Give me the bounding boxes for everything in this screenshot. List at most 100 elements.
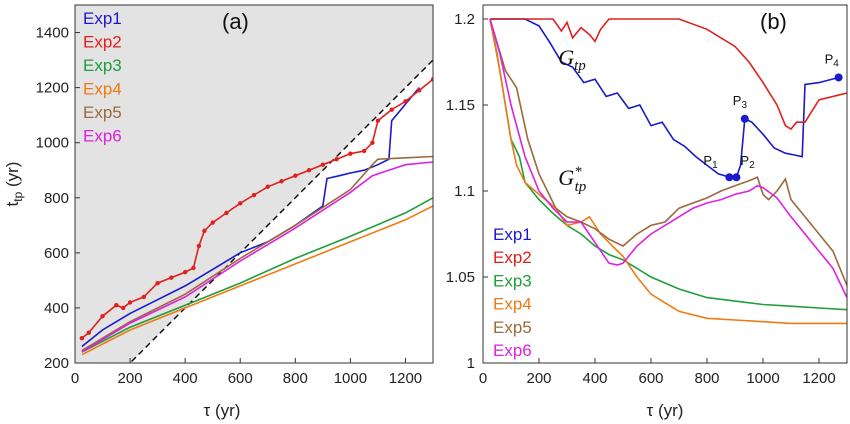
a-exp2-point bbox=[361, 148, 367, 154]
b-legend-exp4: Exp4 bbox=[493, 295, 532, 314]
a-exp2-point bbox=[79, 336, 85, 341]
b-x-tick-label: 200 bbox=[526, 370, 551, 387]
a-y-ticks: 200 400 600 800 1000 1200 1400 bbox=[36, 25, 80, 372]
b-x-tick-label: 1000 bbox=[746, 370, 779, 387]
a-exp2-point bbox=[169, 275, 174, 280]
a-legend-exp4: Exp4 bbox=[83, 80, 122, 99]
b-series-exp4 bbox=[489, 18, 847, 325]
b-annotation-gtp: Gtp bbox=[558, 45, 586, 74]
a-exp2-point bbox=[120, 305, 126, 311]
a-exp2-point bbox=[430, 77, 433, 82]
b-panel-label: (b) bbox=[760, 9, 787, 34]
a-exp2-point bbox=[196, 243, 202, 249]
b-point-label-sub: 2 bbox=[749, 160, 755, 171]
b-point-label: P2 bbox=[740, 153, 755, 171]
a-exp2-point bbox=[155, 280, 160, 286]
a-exp2-point bbox=[334, 157, 339, 162]
a-exp2-point bbox=[191, 265, 196, 271]
a-y-axis-label: ttp (yr) bbox=[3, 162, 25, 207]
a-x-tick-label: 800 bbox=[283, 370, 308, 387]
b-point-label: P4 bbox=[825, 51, 840, 69]
b-point-label-main: P bbox=[733, 93, 742, 108]
a-series-exp6 bbox=[81, 161, 433, 353]
a-x-ticks: 0 200 400 600 800 1000 1200 bbox=[71, 358, 422, 387]
a-reference-line bbox=[129, 59, 433, 363]
a-x-tick-label: 0 bbox=[71, 370, 79, 387]
a-legend-exp6: Exp6 bbox=[83, 127, 122, 146]
b-series-exp3 bbox=[489, 18, 847, 311]
a-exp2-point bbox=[417, 88, 422, 93]
b-x-tick-label: 0 bbox=[479, 370, 487, 387]
b-point-label-main: P bbox=[825, 51, 834, 66]
a-legend-exp1: Exp1 bbox=[83, 9, 122, 28]
b-y-ticks: 1 1.05 1.1 1.15 1.2 bbox=[446, 11, 488, 372]
b-annotation-sub: tp bbox=[574, 58, 586, 74]
b-point-p1 bbox=[725, 173, 734, 182]
b-legend: Exp1 Exp2 Exp3 Exp4 Exp5 Exp6 bbox=[493, 225, 532, 360]
a-exp2-point bbox=[238, 201, 243, 206]
b-series-exp2 bbox=[490, 18, 847, 131]
a-y-axis-label-unit: (yr) bbox=[3, 162, 22, 192]
a-series-exp5 bbox=[81, 155, 433, 352]
a-exp2-point bbox=[202, 228, 207, 234]
b-y-tick-label: 1 bbox=[467, 355, 475, 372]
a-panel-label: (a) bbox=[222, 9, 249, 34]
a-exp2-point bbox=[320, 162, 326, 167]
a-exp2-point bbox=[86, 330, 91, 335]
b-y-tick-label: 1.15 bbox=[446, 97, 475, 114]
a-exp2-point bbox=[224, 210, 229, 216]
b-x-axis-label: τ (yr) bbox=[647, 401, 684, 420]
panel-a: 0 200 400 600 800 1000 1200 200400600800100012… bbox=[3, 4, 434, 420]
a-legend-exp2: Exp2 bbox=[83, 33, 122, 52]
a-y-tick-label: 800 bbox=[44, 190, 69, 207]
a-x-tick-label: 1200 bbox=[389, 370, 422, 387]
a-exp2-point bbox=[293, 173, 298, 178]
a-exp2-point bbox=[375, 118, 381, 123]
b-annotation-main: G bbox=[558, 45, 574, 70]
a-y-axis-label-sub: tp bbox=[11, 191, 25, 201]
a-exp2-point bbox=[279, 179, 284, 184]
b-x-tick-label: 800 bbox=[694, 370, 719, 387]
a-exp2-point bbox=[403, 99, 408, 104]
a-exp2-point bbox=[265, 184, 270, 189]
a-legend: Exp1 Exp2 Exp3 Exp4 Exp5 Exp6 bbox=[83, 9, 122, 146]
b-series-group bbox=[489, 18, 847, 325]
a-x-axis-label: τ (yr) bbox=[204, 401, 241, 420]
a-legend-exp3: Exp3 bbox=[83, 56, 122, 75]
a-exp2-point bbox=[370, 140, 375, 145]
b-point-label-sub: 3 bbox=[741, 100, 747, 111]
panel-b: 0 200 400 600 800 1000 1200 1 1.05 1.1 1.15 1.2 (b… bbox=[446, 4, 848, 420]
b-x-tick-label: 400 bbox=[582, 370, 607, 387]
b-series-exp1 bbox=[490, 18, 839, 178]
a-series-exp4 bbox=[81, 205, 433, 356]
b-point-label-sub: 1 bbox=[712, 160, 718, 171]
b-y-tick-label: 1.05 bbox=[446, 269, 475, 286]
b-point-label-main: P bbox=[740, 153, 749, 168]
b-legend-exp1: Exp1 bbox=[493, 225, 532, 244]
b-legend-exp6: Exp6 bbox=[493, 341, 532, 360]
b-series-exp6 bbox=[489, 18, 847, 298]
a-y-tick-label: 1400 bbox=[36, 25, 69, 42]
a-exp2-point bbox=[127, 300, 133, 305]
a-exp2-point bbox=[389, 107, 394, 112]
a-y-axis-label-main: t bbox=[3, 201, 22, 206]
b-y-tick-label: 1.1 bbox=[454, 183, 475, 200]
a-series-exp3 bbox=[81, 197, 433, 353]
b-y-tick-label: 1.2 bbox=[454, 11, 475, 28]
a-exp2-point bbox=[182, 269, 188, 275]
b-point-p4 bbox=[834, 73, 843, 82]
a-exp2-point bbox=[141, 294, 147, 300]
a-series-group bbox=[79, 77, 433, 356]
b-legend-exp3: Exp3 bbox=[493, 271, 532, 290]
a-legend-exp5: Exp5 bbox=[83, 103, 122, 122]
b-point-label: P3 bbox=[733, 93, 748, 111]
b-plot-frame bbox=[482, 4, 848, 364]
b-annotation-sub: tp bbox=[575, 179, 587, 195]
a-exp2-point bbox=[306, 168, 312, 173]
a-y-tick-label: 600 bbox=[44, 245, 69, 262]
a-plot-frame bbox=[74, 4, 434, 364]
a-exp2-point bbox=[348, 151, 353, 156]
b-annotation-sup: * bbox=[574, 164, 582, 180]
